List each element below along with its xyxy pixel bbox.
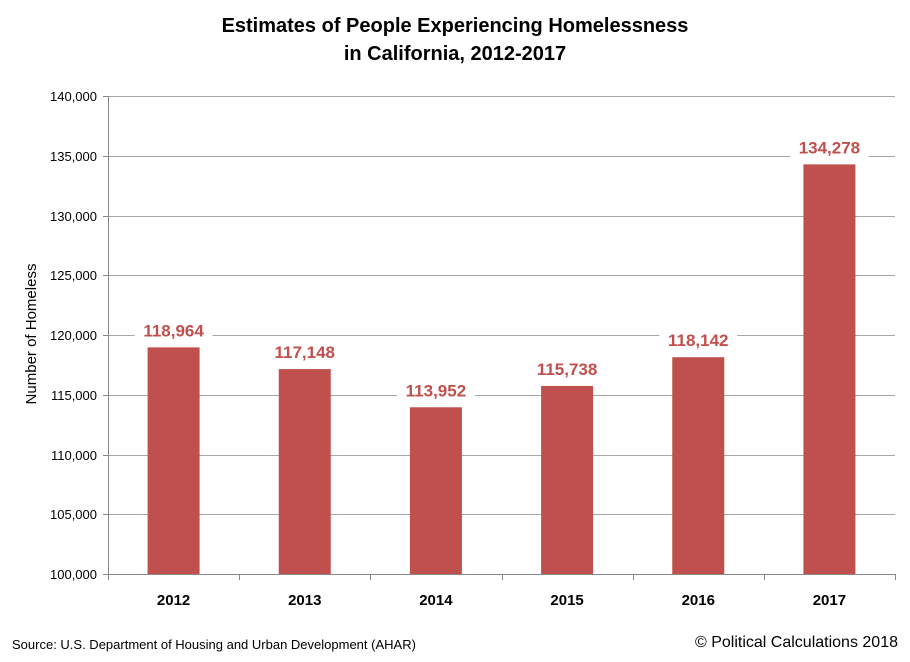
y-tick-label: 125,000: [50, 268, 97, 283]
data-label-background: [265, 341, 344, 364]
source-note: Source: U.S. Department of Housing and U…: [12, 637, 416, 652]
x-tick-label-2012: 2012: [157, 592, 190, 609]
y-tick-label: 115,000: [51, 388, 97, 403]
x-tick-label-2014: 2014: [419, 592, 453, 609]
data-label-2016: 118,142: [668, 331, 729, 350]
y-axis-label: Number of Homeless: [23, 264, 40, 405]
bar-2013: [278, 369, 331, 574]
y-tick-label: 130,000: [50, 209, 97, 224]
data-label-background: [790, 136, 869, 159]
data-label-2014: 113,952: [406, 381, 467, 400]
data-label-2012: 118,964: [143, 321, 204, 340]
bar-2012: [147, 347, 200, 574]
x-tick-label-2016: 2016: [682, 592, 715, 609]
bar-2016: [672, 357, 725, 574]
y-tick-label: 120,000: [50, 328, 97, 343]
chart-title: Estimates of People Experiencing Homeles…: [0, 12, 910, 68]
chart-title-line2: in California, 2012-2017: [343, 43, 567, 65]
bar-2014: [409, 407, 462, 574]
x-tick-label-2015: 2015: [550, 592, 583, 609]
y-tick-label: 110,000: [51, 448, 97, 463]
y-tick-label: 105,000: [50, 507, 97, 522]
data-label-background: [659, 329, 738, 352]
data-label-background: [396, 379, 475, 402]
y-tick-label: 140,000: [50, 89, 97, 104]
x-tick-label-2013: 2013: [288, 592, 321, 609]
x-tick-label-2017: 2017: [813, 592, 846, 609]
bar-2015: [541, 385, 594, 574]
data-label-2015: 115,738: [537, 360, 598, 379]
y-tick-label: 100,000: [50, 567, 97, 582]
data-label-2017: 134,278: [799, 138, 860, 157]
y-tick-label: 135,000: [50, 149, 97, 164]
copyright-note: © Political Calculations 2018: [694, 634, 898, 651]
bar-2017: [803, 164, 856, 574]
data-label-2013: 117,148: [274, 343, 335, 362]
chart-title-line1: Estimates of People Experiencing Homeles…: [221, 15, 689, 37]
data-label-background: [528, 357, 607, 380]
data-label-background: [134, 319, 213, 342]
